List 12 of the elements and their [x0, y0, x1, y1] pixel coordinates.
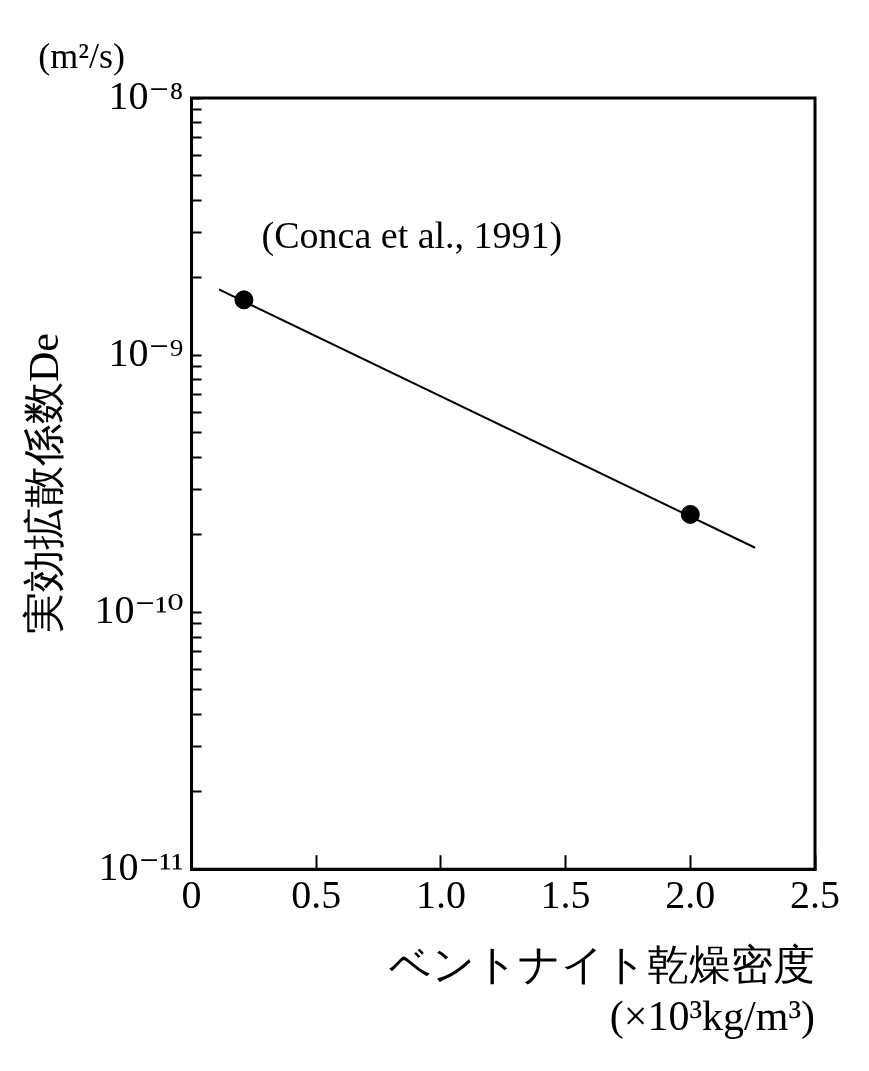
- y-tick-label: 10⁻¹⁰: [94, 586, 184, 632]
- y-axis-title: 実効拡散係数De: [21, 333, 68, 635]
- x-tick-label: 0: [181, 871, 202, 917]
- x-tick-label: 1.5: [540, 871, 591, 917]
- x-tick-label: 2.5: [790, 871, 840, 917]
- x-tick-label: 2.0: [665, 871, 716, 917]
- annotation: (Conca et al., 1991): [261, 214, 563, 257]
- x-axis-title: ベントナイト乾燥密度 (×10³kg/m³): [389, 942, 815, 1040]
- x-tick-label: 1.0: [415, 871, 466, 917]
- x-tick-label: 0.5: [291, 871, 342, 917]
- y-tick-label: 10⁻¹¹: [98, 843, 184, 889]
- y-tick-label: 10⁻⁹: [108, 329, 184, 375]
